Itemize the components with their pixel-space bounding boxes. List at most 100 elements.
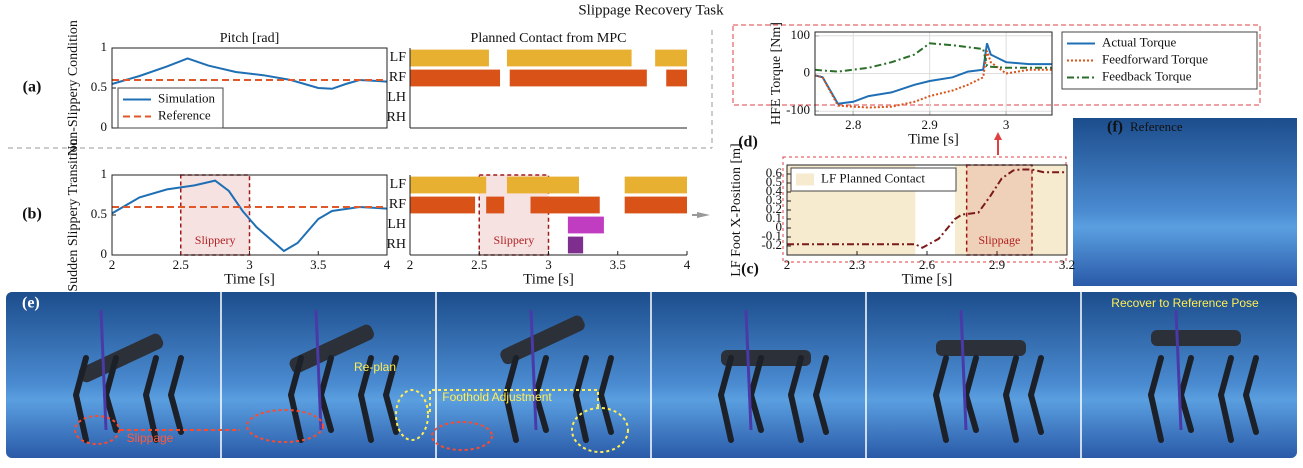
y-tick-label: 0 <box>804 64 811 79</box>
y-tick-label: 0.5 <box>766 174 782 189</box>
x-tick-label: 2.5 <box>471 257 487 272</box>
foothold-marker <box>571 407 629 453</box>
x-tick-label: 3.2 <box>1059 257 1075 272</box>
contact-bar <box>410 176 487 194</box>
y-axis-label: LF Foot X-Position [m] <box>729 143 744 276</box>
x-tick-label: 2.6 <box>919 257 936 272</box>
chart-title: Planned Contact from MPC <box>471 31 627 46</box>
x-tick-label: 3 <box>545 257 552 272</box>
x-tick-label: 2 <box>109 257 116 272</box>
robot-leg <box>572 355 589 443</box>
y-tick-label: LF <box>390 177 407 192</box>
arrow-head <box>994 132 1002 140</box>
robot-body <box>936 340 1026 356</box>
y-axis-label: HFE Torque [Nm] <box>769 22 784 125</box>
force-arrow <box>744 309 753 431</box>
legend-label: Simulation <box>158 90 216 105</box>
adjust-arrow <box>429 389 599 412</box>
robot-leg <box>717 355 734 443</box>
robot-leg <box>1217 355 1234 443</box>
robot-leg <box>932 355 949 443</box>
y-tick-label: 0.3 <box>766 192 782 207</box>
robot-leg <box>787 355 804 443</box>
photo-caption: Recover to Reference Pose <box>1111 296 1259 310</box>
y-tick-label: RF <box>389 197 406 212</box>
x-axis-label: Time [s] <box>224 271 275 287</box>
robot-leg <box>382 355 399 435</box>
panel-label: (a) <box>23 79 42 96</box>
y-tick-label: -0.2 <box>761 237 782 252</box>
robot-leg <box>142 355 159 443</box>
contact-bar <box>567 236 584 254</box>
y-tick-label: 100 <box>791 27 811 42</box>
y-tick-label: RF <box>389 70 406 85</box>
photo-caption: Re-plan <box>354 360 396 374</box>
x-tick-label: 2.8 <box>845 117 861 132</box>
robot-leg <box>1027 355 1044 435</box>
y-tick-label: 0 <box>776 219 783 234</box>
panel-label: (e) <box>22 295 40 312</box>
contact-bar <box>410 196 476 214</box>
x-axis-label: Time [s] <box>908 131 959 147</box>
robot-leg <box>1242 355 1259 435</box>
panel-label: (f) <box>1107 119 1123 136</box>
y-tick-label: 1 <box>101 39 108 54</box>
series-line <box>111 57 388 90</box>
legend-label: Actual Torque <box>1102 34 1177 49</box>
force-arrow <box>314 309 323 431</box>
x-tick-label: 3 <box>1003 117 1010 132</box>
panel-label: (b) <box>22 206 42 223</box>
robot-body <box>1151 330 1241 346</box>
plot-frame <box>786 164 1068 256</box>
annotation-region <box>965 164 1033 256</box>
y-tick-label: 0.5 <box>91 206 107 221</box>
series-line <box>814 50 1052 109</box>
robot-leg <box>1002 355 1019 443</box>
legend-label: Reference <box>158 107 211 122</box>
slip-marker <box>431 421 493 451</box>
force-arrow <box>529 309 538 431</box>
legend-label: Feedback Torque <box>1102 68 1192 83</box>
legend-box <box>117 87 224 129</box>
contact-bar <box>410 49 489 67</box>
series-line <box>814 42 1052 105</box>
slip-marker <box>246 409 324 443</box>
y-tick-label: 0.1 <box>766 210 782 225</box>
x-tick-label: 2.9 <box>922 117 938 132</box>
robot-leg <box>287 355 304 443</box>
y-tick-label: 0 <box>101 246 108 261</box>
series-line <box>111 179 388 253</box>
contact-bar <box>655 49 687 67</box>
contact-bar <box>506 176 579 194</box>
contact-bar <box>624 176 687 194</box>
photo-caption: Foothold Adjustment <box>442 390 552 404</box>
photo-strip <box>6 118 1297 458</box>
x-tick-label: 3.5 <box>610 257 626 272</box>
x-tick-label: 4 <box>684 257 691 272</box>
annotation-label: Slippery <box>195 233 236 247</box>
y-tick-label: LF <box>390 50 407 65</box>
y-tick-label: 1 <box>101 166 108 181</box>
y-axis-label: Non-Slippery Condition <box>66 20 81 156</box>
contact-bar <box>567 216 604 234</box>
contact-bar <box>410 69 501 87</box>
foothold-marker <box>395 389 429 441</box>
robot-leg <box>812 355 829 435</box>
highlight-box <box>782 156 1067 263</box>
x-tick-label: 2.3 <box>849 257 865 272</box>
legend-swatch <box>796 173 814 186</box>
y-tick-label: -0.1 <box>761 228 782 243</box>
y-axis-label: Sudden Slippery Transition <box>66 138 81 291</box>
robot-leg <box>167 355 184 435</box>
robot-body <box>721 350 811 366</box>
x-tick-label: 4 <box>384 257 391 272</box>
x-axis-label: Time [s] <box>902 271 953 287</box>
contact-bar <box>530 196 600 214</box>
panel-label: (c) <box>741 261 759 278</box>
y-tick-label: LH <box>387 217 406 232</box>
y-tick-label: 0.5 <box>91 79 107 94</box>
robot-leg <box>597 355 614 435</box>
photo <box>1073 118 1297 286</box>
y-tick-label: 0.4 <box>766 183 783 198</box>
